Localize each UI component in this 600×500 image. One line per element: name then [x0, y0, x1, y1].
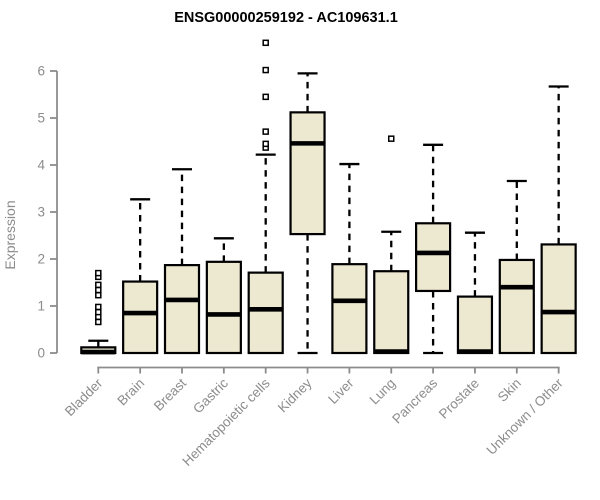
box-group — [456, 231, 494, 355]
x-category-label: Bladder — [62, 375, 106, 419]
box-group — [247, 39, 284, 355]
y-tick-label: 1 — [37, 299, 45, 314]
outlier-point — [262, 93, 269, 101]
y-tick-label: 2 — [37, 252, 45, 267]
box-group — [122, 198, 159, 355]
outlier-point — [262, 128, 269, 135]
box-group — [331, 162, 368, 355]
y-tick-label: 3 — [37, 205, 45, 220]
y-tick-label: 0 — [37, 346, 45, 361]
y-tick-label: 4 — [37, 158, 45, 173]
boxes — [80, 39, 577, 355]
outlier-point — [95, 308, 102, 316]
x-category-label: Gastric — [190, 375, 231, 416]
iqr-box — [247, 271, 284, 355]
iqr-box — [373, 270, 410, 355]
y-tick-label: 5 — [37, 111, 45, 126]
x-category-label: Liver — [325, 375, 357, 407]
x-category-label: Prostate — [436, 376, 482, 422]
iqr-box — [498, 258, 535, 355]
outlier-point — [95, 291, 102, 299]
iqr-box — [163, 264, 201, 355]
outlier-point — [262, 39, 269, 47]
box-group — [205, 237, 242, 355]
box-group — [163, 168, 201, 355]
outlier-point — [388, 135, 395, 142]
outlier-point — [95, 281, 102, 289]
outlier-point — [95, 303, 102, 311]
box-group — [415, 143, 452, 355]
iqr-box — [122, 280, 159, 355]
box-group — [540, 85, 577, 355]
x-category-label: Breast — [151, 375, 189, 413]
box-group — [289, 72, 326, 355]
x-category-label: Skin — [495, 376, 524, 405]
x-category-label: Lung — [367, 376, 399, 408]
box-group — [80, 269, 117, 355]
outlier-point — [95, 269, 102, 277]
outlier-point — [95, 318, 102, 326]
outlier-point — [262, 140, 269, 148]
iqr-box — [289, 111, 326, 236]
outlier-point — [95, 286, 102, 294]
x-category-label: Kidney — [275, 375, 315, 415]
iqr-box — [415, 222, 452, 293]
x-category-label: Pancreas — [389, 375, 440, 426]
iqr-box — [456, 295, 494, 355]
chart-title: ENSG00000259192 - AC109631.1 — [174, 10, 398, 26]
y-tick-label: 6 — [37, 64, 45, 79]
x-category-label: Brain — [114, 376, 147, 409]
y-axis-label: Expression — [2, 200, 18, 269]
box-group — [373, 135, 410, 355]
iqr-box — [205, 260, 242, 355]
iqr-box — [540, 243, 577, 355]
iqr-box — [331, 263, 368, 355]
box-group — [498, 179, 535, 355]
x-category-label: Unknown / Other — [484, 375, 567, 458]
outlier-point — [262, 66, 269, 74]
